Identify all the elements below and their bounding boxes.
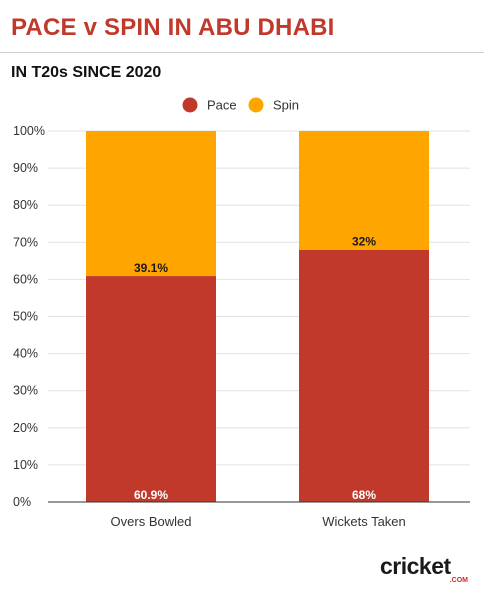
logo-domain: .COM: [449, 577, 468, 584]
y-tick-label: 20%: [13, 421, 38, 435]
chart-title: PACE v SPIN IN ABU DHABI: [11, 14, 335, 41]
y-tick-label: 70%: [13, 235, 38, 249]
title-divider: [0, 52, 484, 53]
y-tick-label: 50%: [13, 310, 38, 324]
bar-pace-1: [86, 276, 216, 502]
y-tick-label: 40%: [13, 347, 38, 361]
y-tick-label: 100%: [13, 124, 45, 138]
data-label-spin-1: 39.1%: [134, 261, 168, 275]
y-tick-label: 60%: [13, 272, 38, 286]
cricket-com-logo: cricket .COM: [380, 553, 480, 589]
data-label-pace-2: 68%: [352, 488, 376, 502]
bar-pace-2: [299, 249, 429, 502]
data-labels: 60.9% 39.1% 68% 32%: [134, 235, 376, 502]
logo-wordmark: cricket: [380, 553, 451, 579]
legend-marker-spin: [248, 97, 264, 113]
y-tick-label: 10%: [13, 458, 38, 472]
x-tick-label: Wickets Taken: [322, 514, 406, 529]
y-tick-label: 90%: [13, 161, 38, 175]
legend-label-pace: Pace: [207, 98, 237, 113]
chart-subtitle: IN T20s SINCE 2020: [11, 64, 162, 81]
data-label-pace-1: 60.9%: [134, 488, 168, 502]
data-label-spin-2: 32%: [352, 235, 376, 249]
y-tick-label: 0%: [13, 495, 31, 509]
bar-spin-2: [299, 131, 429, 250]
y-tick-label: 80%: [13, 198, 38, 212]
chart-legend: Pace Spin: [182, 97, 299, 113]
stacked-bar-chart: Pace Spin 60.9% 39.1% 68% 32% 0% 10% 20% 30% 40%…: [13, 97, 470, 529]
legend-marker-pace: [182, 97, 198, 113]
y-tick-label: 30%: [13, 384, 38, 398]
legend-label-spin: Spin: [273, 98, 299, 113]
x-tick-label: Overs Bowled: [111, 514, 192, 529]
bars: [86, 131, 429, 502]
axes: 0% 10% 20% 30% 40% 50% 60% 70% 80% 90% 100% Overs B…: [13, 124, 470, 529]
bar-spin-1: [86, 131, 216, 277]
